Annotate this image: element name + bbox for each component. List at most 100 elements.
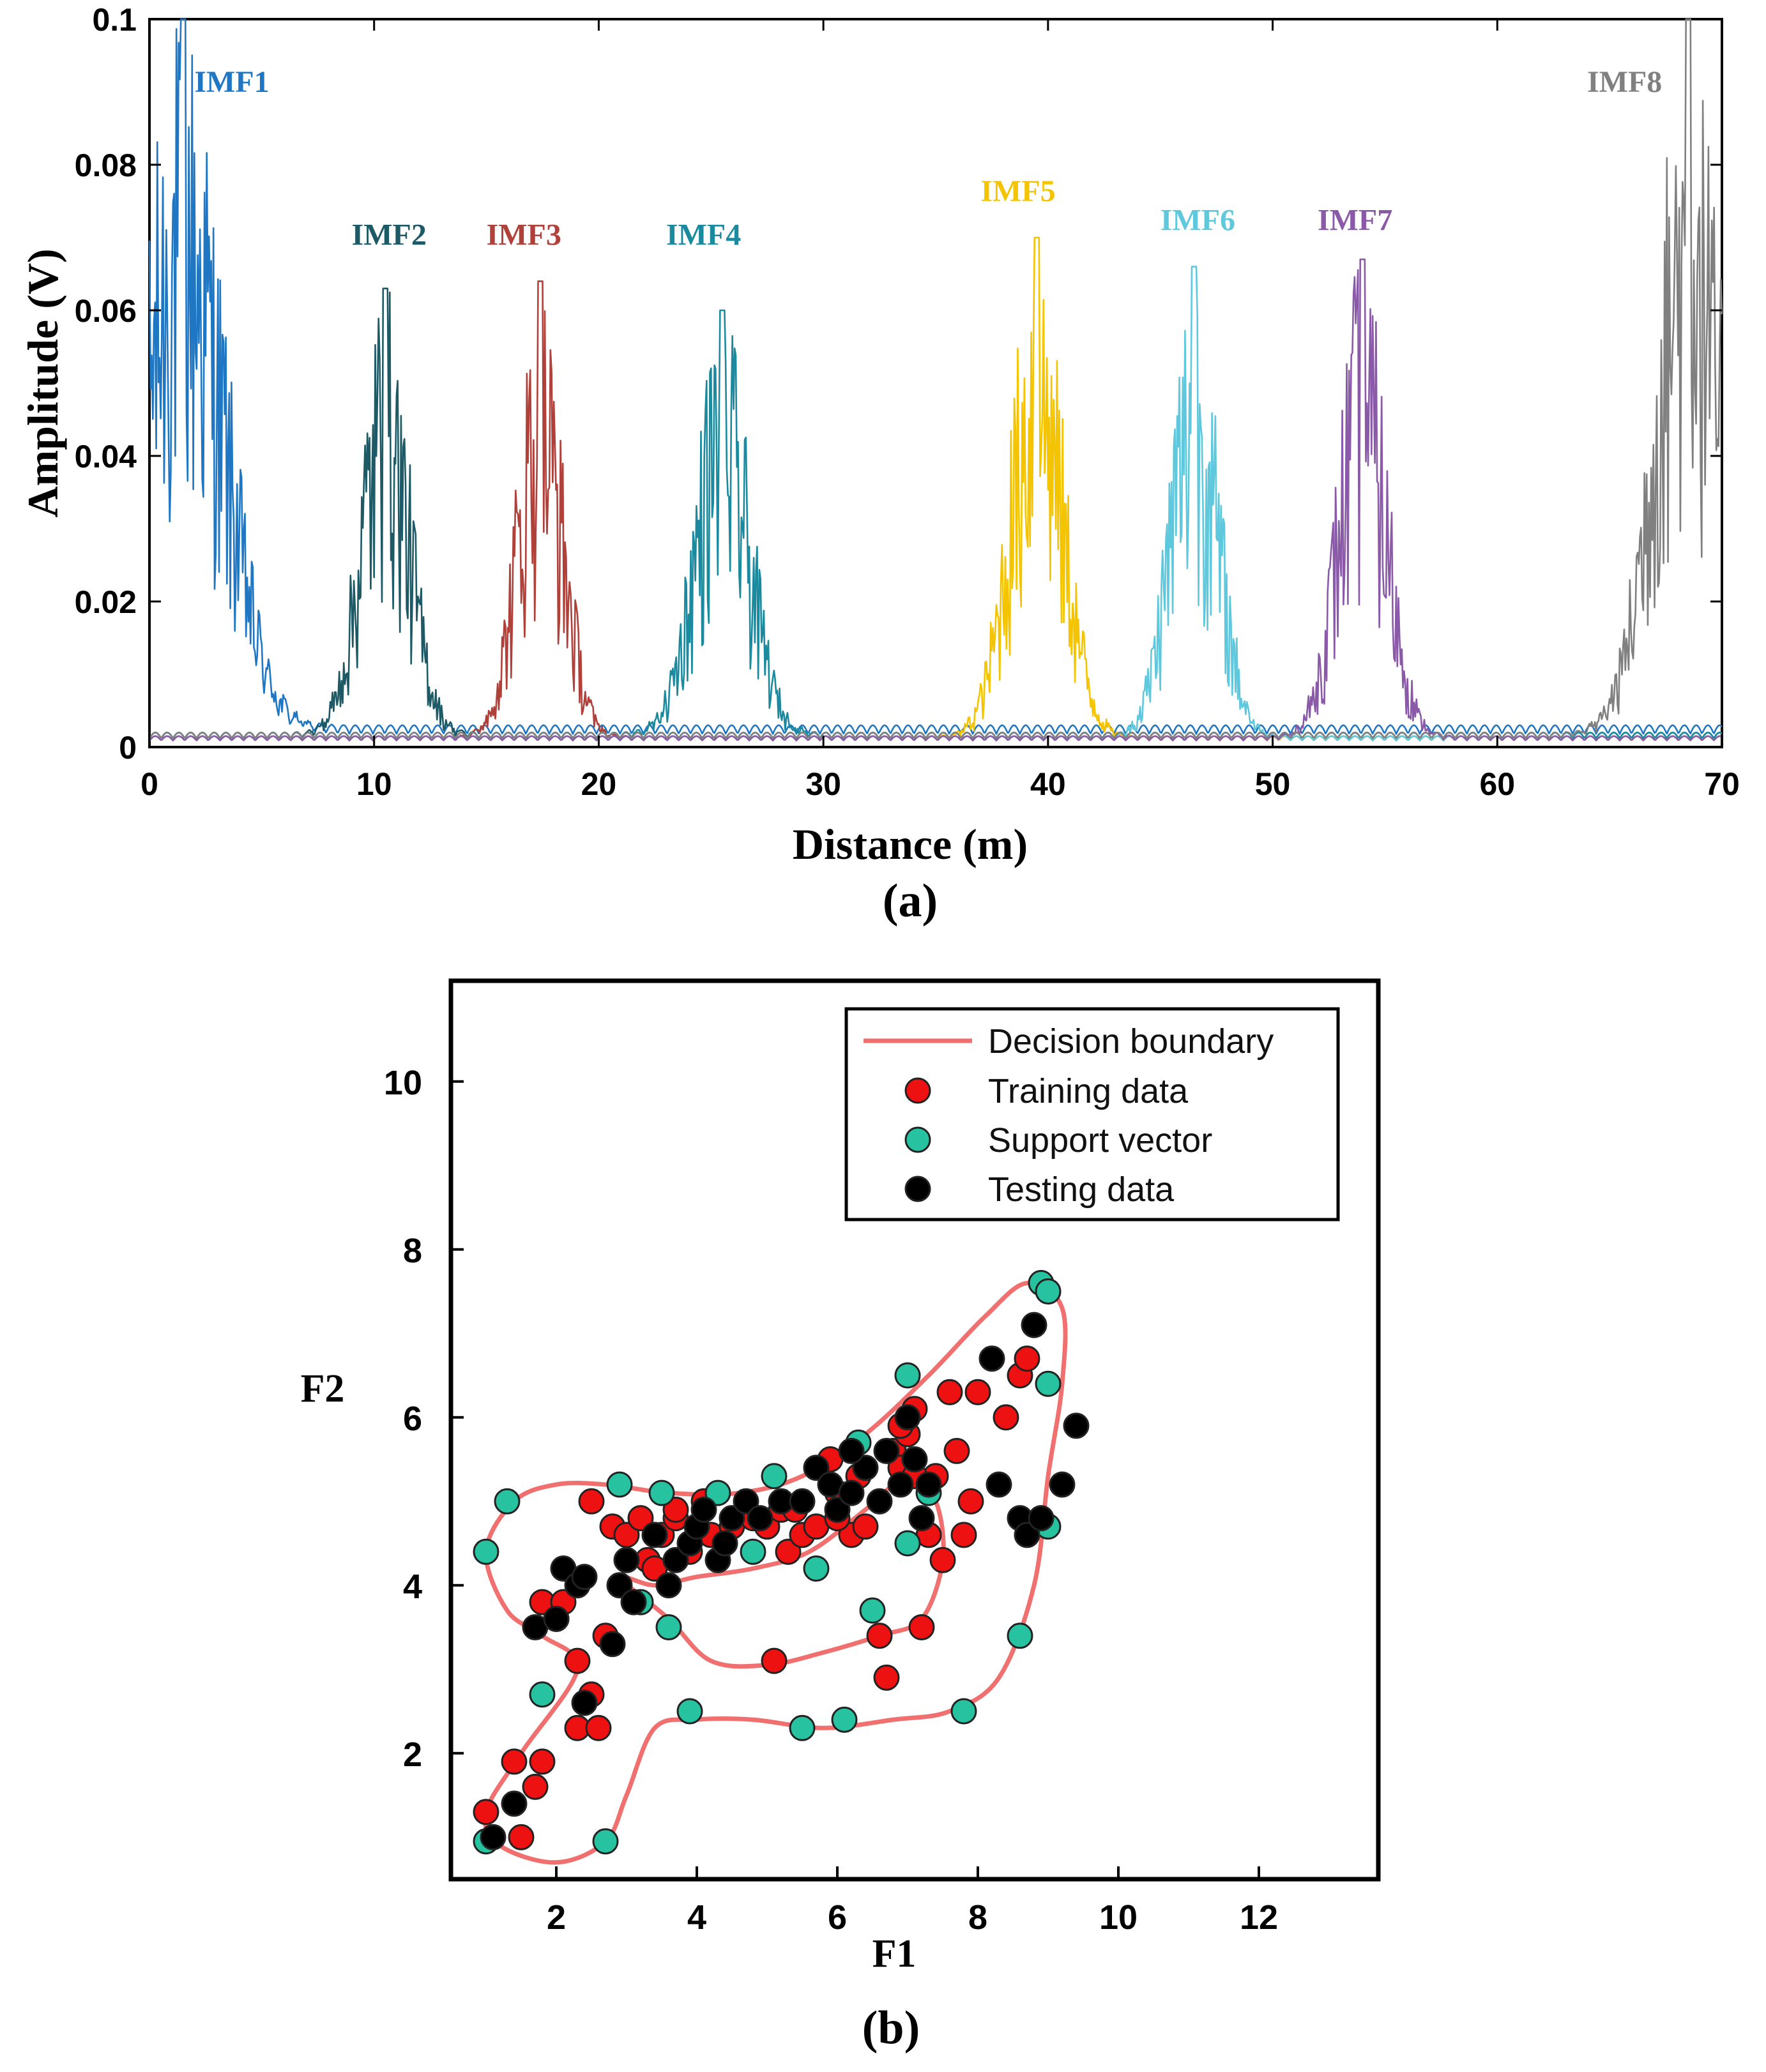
- testing-point: [1028, 1505, 1054, 1532]
- support-vector-point: [789, 1714, 816, 1741]
- support-vector-point: [1035, 1278, 1062, 1304]
- x-tick-label: 0: [141, 766, 158, 802]
- plot-a-frame: [148, 18, 1723, 748]
- training-point: [929, 1546, 956, 1573]
- testing-point: [915, 1471, 942, 1498]
- testing-point: [1063, 1412, 1090, 1439]
- training-point: [564, 1647, 591, 1674]
- training-point: [501, 1748, 528, 1775]
- x-tick-label: 10: [1099, 1898, 1138, 1937]
- support-vector-point: [894, 1362, 921, 1389]
- x-tick-label: 10: [356, 766, 392, 802]
- y-tick-label: 4: [403, 1568, 422, 1606]
- svm-scatter-chart: 2 4 6 8 10 12 2 4 6 8 10 Decision boundary Trainin…: [301, 978, 1381, 2054]
- imf-label-imf7: IMF7: [1318, 204, 1392, 238]
- testing-point: [599, 1631, 626, 1658]
- legend-label-decision-boundary: Decision boundary: [988, 1022, 1274, 1061]
- testing-point: [789, 1488, 816, 1515]
- y-tick-label: 0.1: [92, 2, 137, 38]
- support-vector-point: [1035, 1370, 1062, 1397]
- training-point: [993, 1404, 1019, 1431]
- training-point: [578, 1488, 605, 1515]
- support-vector-point: [1007, 1622, 1033, 1649]
- legend-label-support-vector: Support vector: [988, 1121, 1212, 1160]
- x-tick-label: 2: [547, 1898, 566, 1937]
- y-tick-label: 10: [384, 1064, 422, 1102]
- testing-point: [606, 1572, 633, 1599]
- imf-trace-imf8: [148, 18, 1723, 739]
- x-tick-label: 70: [1704, 766, 1740, 802]
- testing-point: [571, 1690, 598, 1716]
- support-vector-point: [803, 1555, 830, 1582]
- testing-point: [571, 1564, 598, 1591]
- testing-point: [873, 1437, 900, 1464]
- testing-point: [908, 1505, 935, 1532]
- y-tick-label: 0.02: [75, 584, 137, 620]
- support-vector-point: [740, 1538, 766, 1565]
- y-tick-label: 2: [403, 1735, 422, 1774]
- training-point: [852, 1513, 879, 1540]
- x-tick-label: 12: [1240, 1898, 1278, 1937]
- training-point: [964, 1379, 991, 1405]
- support-vector-point: [655, 1614, 682, 1640]
- panel-b-label: (b): [862, 2002, 920, 2054]
- training-point: [908, 1614, 935, 1640]
- testing-point: [824, 1496, 851, 1523]
- plot-a-y-axis-label: Amplitude (V): [19, 248, 67, 517]
- testing-point: [719, 1505, 745, 1532]
- plot-b-y-axis-label: F2: [301, 1367, 345, 1410]
- training-point: [761, 1647, 788, 1674]
- plot-a-axes: 0 10 20 30 40 50 60 70 0 0.02 0.04 0.06 0.08 0.1: [75, 2, 1740, 802]
- testing-point: [662, 1546, 689, 1573]
- testing-point: [613, 1546, 640, 1573]
- testing-point: [655, 1572, 682, 1599]
- imf-label-imf3: IMF3: [487, 218, 561, 252]
- y-tick-label: 6: [403, 1400, 422, 1438]
- imf-label-imf6: IMF6: [1161, 204, 1235, 238]
- support-vector-point: [831, 1706, 858, 1733]
- panel-a-label: (a): [883, 875, 938, 927]
- imf-label-imf8: IMF8: [1587, 65, 1662, 99]
- testing-point: [887, 1471, 914, 1498]
- imf-labels: IMF1 IMF2 IMF3 IMF4 IMF5 IMF6 IMF7 IMF8: [194, 65, 1662, 252]
- testing-point: [838, 1437, 865, 1464]
- training-point: [522, 1773, 549, 1800]
- legend: Decision boundary Training data Support …: [844, 1007, 1340, 1221]
- support-vector-point: [529, 1681, 556, 1708]
- y-tick-label: 0.04: [75, 439, 137, 474]
- training-point: [585, 1714, 612, 1741]
- training-point: [943, 1437, 970, 1464]
- imf-label-imf4: IMF4: [666, 218, 741, 252]
- support-vector-point: [473, 1538, 499, 1565]
- support-vector-point: [950, 1698, 977, 1725]
- support-vector-point: [494, 1488, 521, 1515]
- training-point: [1014, 1345, 1040, 1372]
- imf-label-imf5: IMF5: [980, 174, 1055, 208]
- testing-point: [480, 1824, 506, 1850]
- imf-trace-imf1: [148, 18, 1723, 735]
- imf-label-imf2: IMF2: [352, 218, 427, 252]
- testing-point: [712, 1530, 738, 1557]
- training-point: [508, 1824, 535, 1850]
- x-tick-label: 8: [968, 1898, 987, 1937]
- testing-point: [747, 1505, 773, 1532]
- testing-point: [986, 1471, 1012, 1498]
- imf-trace-imf7: [149, 258, 1723, 741]
- legend-label-testing-data: Testing data: [988, 1170, 1175, 1209]
- decision-boundary-inner: [617, 1474, 946, 1669]
- training-point: [775, 1538, 802, 1565]
- y-tick-label: 0: [119, 730, 137, 766]
- support-vector-point: [648, 1479, 675, 1506]
- x-tick-label: 60: [1479, 766, 1515, 802]
- plot-b-axes: 2 4 6 8 10 12 2 4 6 8 10: [384, 1064, 1278, 1937]
- support-vector-point: [592, 1828, 619, 1855]
- support-vector-point: [859, 1597, 886, 1624]
- testing-point: [501, 1790, 528, 1817]
- training-point: [950, 1522, 977, 1548]
- testing-point: [690, 1496, 717, 1523]
- testing-point: [620, 1589, 647, 1615]
- training-point: [529, 1748, 556, 1775]
- legend-support-swatch: [904, 1126, 931, 1153]
- legend-label-training-data: Training data: [988, 1072, 1189, 1110]
